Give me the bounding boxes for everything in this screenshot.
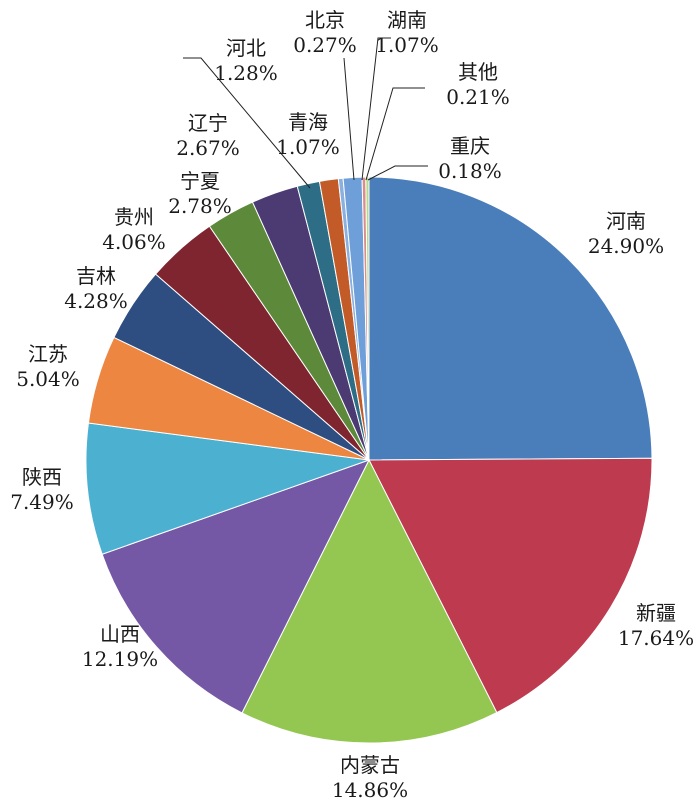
slice-label-value: 1.07% xyxy=(276,135,340,159)
leader-line-14 xyxy=(361,37,391,181)
slice-label-name: 河北 xyxy=(226,36,266,60)
pie-slices xyxy=(85,176,653,744)
slice-label-name: 其他 xyxy=(458,60,498,84)
pie-slice-5 xyxy=(85,422,370,555)
leader-line-13 xyxy=(343,57,355,181)
slice-label-value: 12.19% xyxy=(82,647,158,671)
slice-label-value: 5.04% xyxy=(16,367,80,391)
slice-label-value: 17.64% xyxy=(618,626,694,650)
slice-label-name: 辽宁 xyxy=(188,111,228,135)
slice-label-name: 青海 xyxy=(288,110,328,134)
slice-label-14: 湖南 1.07% xyxy=(375,8,439,57)
leader-lines xyxy=(183,37,428,189)
pie-slice-2 xyxy=(368,457,653,714)
slice-label-name: 内蒙古 xyxy=(340,753,400,777)
slice-label-name: 新疆 xyxy=(636,601,676,625)
slice-label-15: 其他 0.21% xyxy=(446,60,510,109)
pie-slice-3 xyxy=(241,458,498,744)
slice-label-12: 青海 1.07% xyxy=(276,110,340,159)
slice-label-3: 内蒙古 14.86% xyxy=(332,753,408,802)
slice-label-16: 重庆 0.18% xyxy=(438,134,502,183)
pie-slice-16 xyxy=(365,176,370,461)
slice-label-name: 陕西 xyxy=(22,465,62,489)
slice-label-value: 14.86% xyxy=(332,778,408,802)
slice-label-value: 2.67% xyxy=(176,136,240,160)
slice-label-5: 陕西 7.49% xyxy=(10,465,74,514)
slice-label-value: 0.27% xyxy=(293,33,357,57)
slice-label-name: 湖南 xyxy=(387,8,427,32)
slice-label-name: 吉林 xyxy=(76,264,116,288)
slice-label-name: 宁夏 xyxy=(180,169,220,193)
slice-label-8: 贵州 4.06% xyxy=(102,205,166,254)
slice-label-value: 4.28% xyxy=(64,289,128,313)
slice-label-name: 山西 xyxy=(100,622,140,646)
slice-label-6: 江苏 5.04% xyxy=(16,342,80,391)
slice-label-value: 0.21% xyxy=(446,85,510,109)
slice-label-7: 吉林 4.28% xyxy=(64,264,128,313)
pie-slice-1 xyxy=(368,176,653,461)
leader-line-11 xyxy=(183,57,311,189)
slice-label-name: 北京 xyxy=(305,8,345,32)
slice-label-value: 7.49% xyxy=(10,490,74,514)
slice-labels: 河南 24.90% 新疆 17.64% 内蒙古 14.86% 山西 12.19% 陕西 7.49%… xyxy=(10,8,694,802)
slice-label-value: 1.28% xyxy=(214,61,278,85)
slice-label-value: 2.78% xyxy=(168,194,232,218)
slice-label-name: 江苏 xyxy=(28,342,68,366)
slice-label-value: 1.07% xyxy=(375,33,439,57)
leader-line-15 xyxy=(365,87,425,181)
slice-label-1: 河南 24.90% xyxy=(588,209,664,258)
slice-label-value: 4.06% xyxy=(102,230,166,254)
slice-label-9: 宁夏 2.78% xyxy=(168,169,232,218)
leader-line-16 xyxy=(367,165,428,181)
slice-label-11: 河北 1.28% xyxy=(214,36,278,85)
slice-label-value: 24.90% xyxy=(588,234,664,258)
slice-label-name: 贵州 xyxy=(114,205,154,229)
slice-label-13: 北京 0.27% xyxy=(293,8,357,57)
pie-slice-4 xyxy=(101,459,371,714)
slice-label-10: 辽宁 2.67% xyxy=(176,111,240,160)
slice-label-2: 新疆 17.64% xyxy=(618,601,694,650)
slice-label-value: 0.18% xyxy=(438,159,502,183)
slice-label-4: 山西 12.19% xyxy=(82,622,158,671)
slice-label-name: 重庆 xyxy=(450,134,490,158)
slice-label-name: 河南 xyxy=(606,209,646,233)
